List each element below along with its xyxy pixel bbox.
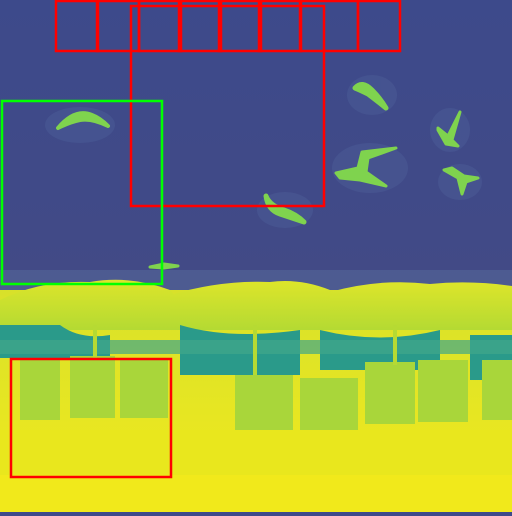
- box-11: [9, 357, 173, 479]
- birds: [56, 82, 480, 270]
- bird-4: [436, 110, 462, 148]
- bird-2: [352, 82, 389, 111]
- box-4: [177, 0, 223, 53]
- chairs: [20, 356, 512, 436]
- detection-boxes: [0, 0, 402, 479]
- box-8: [356, 0, 402, 53]
- box-5: [217, 0, 263, 53]
- bird-3: [334, 146, 398, 188]
- bird-7: [148, 262, 180, 270]
- bird-5: [442, 166, 480, 196]
- foreground-sand-bright: [0, 475, 512, 512]
- box-9: [129, 4, 326, 208]
- sky-region: [0, 0, 512, 290]
- umbrella-poles: [93, 325, 397, 375]
- umbrellas: [0, 279, 512, 330]
- bird-1: [56, 111, 110, 130]
- box-10: [0, 99, 164, 286]
- box-3: [137, 0, 183, 53]
